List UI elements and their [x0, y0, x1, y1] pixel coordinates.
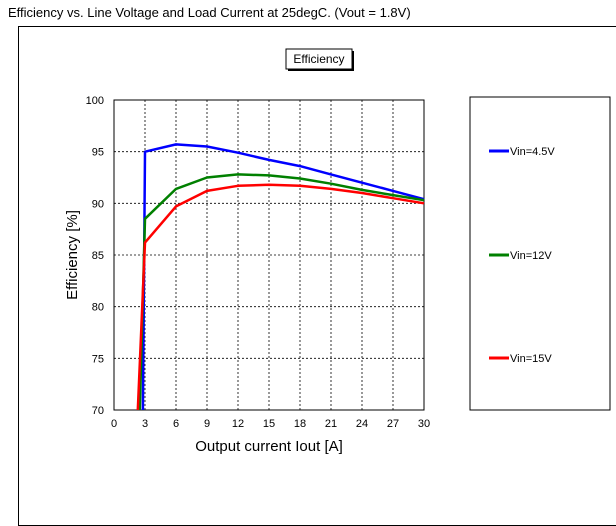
y-tick-label: 95	[92, 147, 104, 159]
y-tick-label: 70	[92, 405, 104, 417]
x-tick-label: 15	[263, 418, 275, 430]
y-tick-label: 75	[92, 353, 104, 365]
tick-labels: 0 3 6 9 12 15 18 21 24 27 30 70 75 80 85 90 95 100	[86, 95, 430, 430]
x-tick-label: 0	[111, 418, 117, 430]
y-axis-label: Efficiency [%]	[64, 210, 81, 300]
y-tick-label: 90	[92, 198, 104, 210]
series-layer	[136, 143, 425, 411]
x-axis-label: Output current Iout [A]	[195, 438, 343, 455]
x-tick-label: 27	[387, 418, 399, 430]
legend-label: Vin=15V	[510, 353, 552, 365]
grid-lines	[114, 100, 424, 410]
plot-frame	[113, 99, 425, 411]
x-tick-label: 9	[204, 418, 210, 430]
x-tick-label: 6	[173, 418, 179, 430]
y-tick-label: 85	[92, 250, 104, 262]
series-line	[136, 183, 425, 411]
y-tick-label: 80	[92, 302, 104, 314]
chart-title: Efficiency	[293, 52, 344, 66]
series-line	[138, 173, 425, 411]
x-tick-label: 21	[325, 418, 337, 430]
legend-label: Vin=12V	[510, 250, 552, 262]
x-tick-label: 18	[294, 418, 306, 430]
x-tick-label: 12	[232, 418, 244, 430]
legend-items: Vin=4.5V Vin=12V Vin=15V	[489, 146, 555, 365]
y-tick-label: 100	[86, 95, 104, 107]
efficiency-chart: 0 3 6 9 12 15 18 21 24 27 30 70 75 80 85 90 95 100 Effici…	[64, 48, 611, 455]
legend-label: Vin=4.5V	[510, 146, 555, 158]
x-tick-label: 3	[142, 418, 148, 430]
x-tick-label: 30	[418, 418, 430, 430]
x-tick-label: 24	[356, 418, 368, 430]
figure-caption: Efficiency vs. Line Voltage and Load Cur…	[8, 5, 411, 20]
series-line	[141, 143, 425, 411]
